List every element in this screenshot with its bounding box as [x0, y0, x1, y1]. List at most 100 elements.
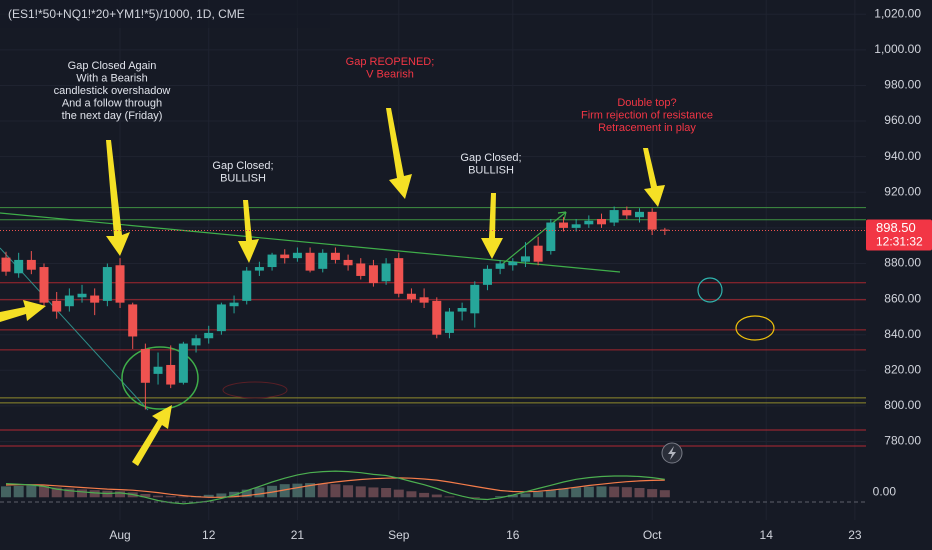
annotation: BULLISH	[220, 172, 266, 184]
candle-body	[609, 210, 619, 223]
y-axis: 780.00800.00820.00840.00860.00880.00900.…	[873, 6, 922, 498]
histogram-bar	[216, 493, 227, 498]
candle-body	[64, 295, 74, 307]
arrow	[0, 300, 46, 322]
last-price-label: 898.50	[876, 220, 916, 235]
histogram-bar	[596, 486, 607, 498]
histogram-bar	[64, 488, 75, 498]
histogram-bar	[507, 494, 518, 498]
candle-body	[39, 267, 49, 303]
candles	[1, 206, 670, 410]
annotation: V Bearish	[366, 68, 414, 80]
histogram-bar	[647, 489, 658, 498]
histogram-bar	[317, 483, 328, 498]
histogram-bar	[203, 494, 214, 498]
arrows	[0, 108, 665, 466]
y-tick-label: 940.00	[884, 149, 921, 163]
candle-body	[77, 293, 87, 298]
candle-body	[533, 245, 543, 262]
histogram-bar	[621, 487, 632, 498]
annotation: Gap REOPENED;	[346, 56, 435, 68]
candle-body	[242, 270, 252, 301]
y-tick-label: 1,020.00	[874, 6, 921, 20]
histogram-bar	[469, 497, 480, 499]
candle-body	[584, 220, 594, 225]
histogram-bar	[89, 490, 100, 498]
candle-body	[90, 295, 100, 303]
y-tick-label: 920.00	[884, 184, 921, 198]
y-tick-label: 880.00	[884, 256, 921, 270]
histogram-bar	[39, 486, 50, 498]
annotation: With a Bearish	[76, 72, 148, 84]
histogram-bar	[330, 484, 341, 498]
histogram-bar	[533, 491, 544, 498]
last-price-box	[866, 219, 932, 251]
candle-body	[482, 268, 492, 285]
indicator-line	[5, 477, 665, 498]
histogram-bar	[355, 486, 366, 498]
x-tick-label: 12	[202, 528, 216, 542]
y-tick-label: 980.00	[884, 78, 921, 92]
indicator-line	[5, 470, 665, 505]
price-axis	[866, 0, 932, 550]
candle-body	[292, 252, 302, 259]
candle-body	[166, 364, 176, 385]
x-tick-label: Aug	[109, 528, 130, 542]
candle-body	[546, 222, 556, 252]
candle-body	[102, 267, 112, 301]
candle-body	[495, 263, 505, 269]
candle-body	[520, 256, 530, 262]
ellipse	[121, 346, 199, 410]
arrow	[643, 148, 665, 207]
candle-body	[635, 211, 644, 218]
histogram-bar	[241, 489, 252, 498]
candle-body	[216, 304, 226, 332]
histogram-bar	[659, 490, 670, 498]
x-tick-label: 21	[291, 528, 305, 542]
annotation: Gap Closed;	[460, 152, 521, 164]
annotation: candlestick overshadow	[54, 85, 171, 97]
candle-body	[330, 252, 340, 260]
indicator-tick-label: 0.00	[873, 484, 897, 498]
annotation: Double top?	[617, 97, 676, 109]
y-tick-label: 780.00	[884, 434, 921, 448]
candle-body	[660, 229, 670, 231]
arrow-head	[557, 211, 567, 221]
histogram-bar	[495, 496, 506, 498]
candle-body	[558, 222, 568, 228]
histogram-bar	[419, 492, 430, 498]
icon-bolt	[668, 446, 676, 460]
chart-title: (ES1!*50+NQ1!*20+YM1!*5)/1000, 1D, CME	[8, 7, 245, 21]
histogram-bar	[393, 489, 404, 498]
y-tick-label: 800.00	[884, 398, 921, 412]
annotation: Retracement in play	[598, 122, 696, 134]
ellipse	[222, 381, 288, 399]
histogram-bar	[140, 494, 151, 498]
histogram-bar	[254, 487, 265, 498]
histogram-bar	[13, 485, 24, 498]
candle-body	[128, 304, 138, 337]
ellipse	[735, 315, 775, 341]
histogram-bar	[26, 485, 37, 498]
annotation: Gap Closed;	[212, 160, 273, 172]
arrow-line	[499, 211, 567, 267]
candle-body	[14, 259, 24, 274]
histogram-bar	[279, 484, 290, 498]
candle-body	[432, 300, 442, 335]
candle-body	[153, 366, 163, 374]
candle-body	[368, 265, 378, 284]
histogram-bar	[444, 496, 455, 498]
candle-body	[267, 254, 277, 268]
annotation: Gap Closed Again	[68, 60, 157, 72]
histogram-bar	[381, 488, 392, 498]
arrow	[386, 108, 412, 199]
candle-body	[419, 297, 429, 303]
annotation: the next day (Friday)	[62, 110, 163, 122]
levels	[0, 207, 866, 447]
histogram-bar	[431, 494, 442, 498]
histogram-bar	[406, 491, 417, 498]
arrow	[132, 405, 172, 466]
histogram-bar	[1, 486, 11, 498]
